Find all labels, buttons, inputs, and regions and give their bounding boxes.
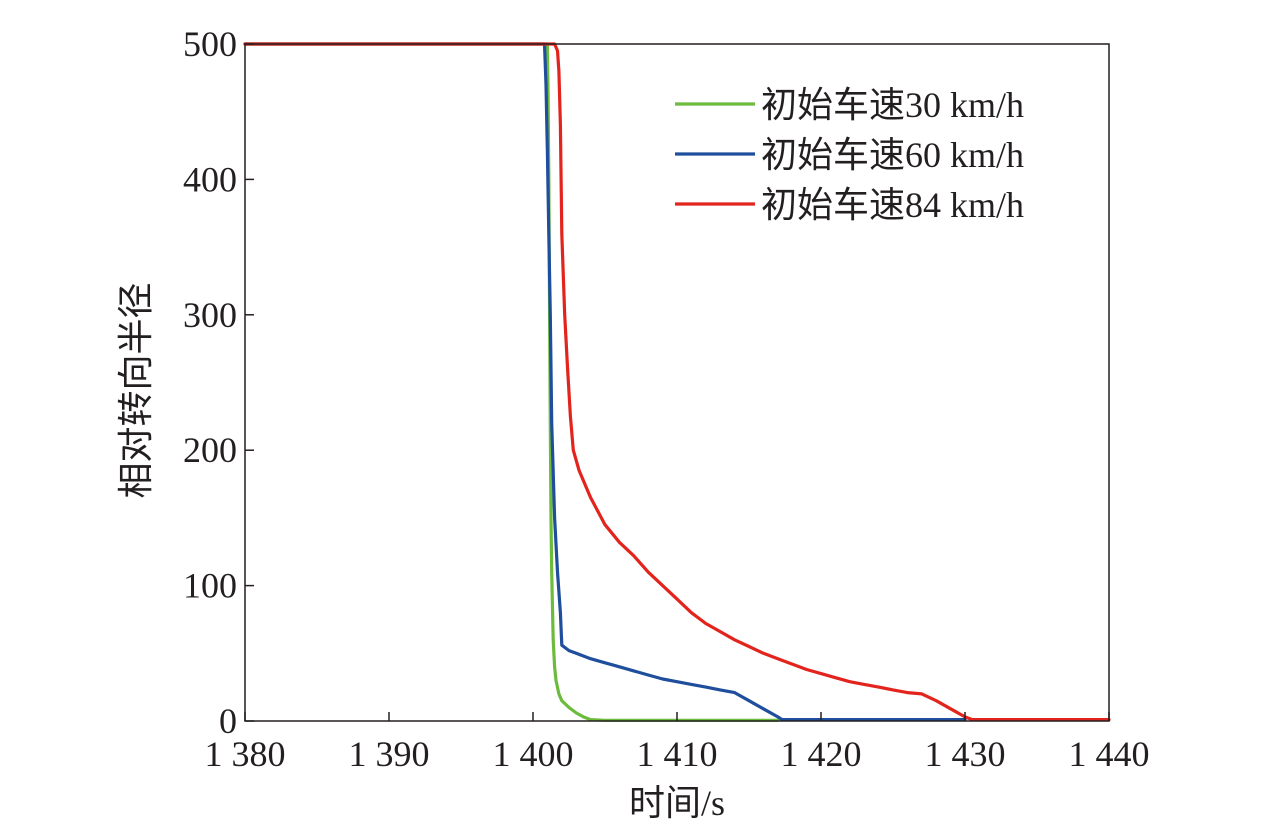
legend-label-1: 初始车速30 km/h xyxy=(761,85,1024,125)
legend-label-3: 初始车速84 km/h xyxy=(761,185,1024,225)
legend-label-2: 初始车速60 km/h xyxy=(761,135,1024,175)
y-axis: 0 100 200 300 400 500 xyxy=(183,24,254,741)
y-axis-label: 相对转向半径 xyxy=(116,282,156,498)
y-tick-label: 400 xyxy=(183,159,237,199)
series-line-3 xyxy=(243,42,1111,722)
y-tick-label: 0 xyxy=(219,701,237,741)
y-tick-label: 500 xyxy=(183,24,237,64)
x-axis: 1 380 1 390 1 400 1 410 1 420 1 430 1 440 xyxy=(205,712,1150,774)
x-tick-label: 1 380 xyxy=(205,734,286,774)
plot-lines xyxy=(243,42,1111,722)
y-tick-label: 200 xyxy=(183,430,237,470)
x-tick-label: 1 440 xyxy=(1069,734,1150,774)
x-tick-label: 1 390 xyxy=(349,734,430,774)
series-line-2 xyxy=(243,42,967,722)
x-tick-label: 1 410 xyxy=(637,734,718,774)
y-tick-label: 100 xyxy=(183,566,237,606)
x-tick-label: 1 430 xyxy=(925,734,1006,774)
x-tick-label: 1 400 xyxy=(493,734,574,774)
x-axis-label: 时间/s xyxy=(629,783,725,823)
x-tick-label: 1 420 xyxy=(781,734,862,774)
legend: 初始车速30 km/h 初始车速60 km/h 初始车速84 km/h xyxy=(675,85,1024,225)
y-tick-label: 300 xyxy=(183,295,237,335)
